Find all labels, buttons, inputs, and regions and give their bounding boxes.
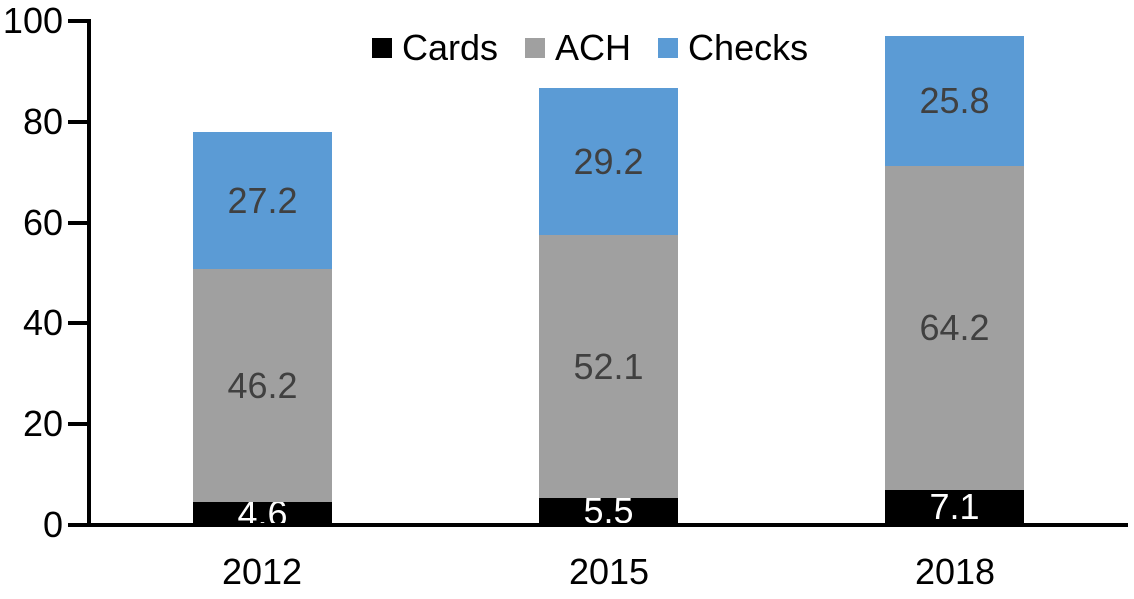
bar-segment-label-cards-2012: 4.6	[237, 492, 288, 534]
legend-item-ach: ACH	[525, 27, 631, 69]
y-axis-tick-80	[68, 120, 91, 124]
y-axis-tick-label-100: 100	[2, 0, 63, 41]
legend-label-checks: Checks	[688, 27, 809, 68]
bar-segment-label-ach-2018: 64.2	[919, 307, 990, 348]
y-axis-tick-label-40: 40	[22, 302, 63, 343]
bar-segment-label-checks-2012: 27.2	[227, 179, 298, 221]
legend-swatch-cards	[372, 38, 392, 58]
x-axis-label-2012: 2012	[221, 551, 303, 592]
bar-segment-ach-2015: 52.1	[539, 235, 678, 498]
bar-segment-cards-2018: 7.1	[885, 486, 1024, 527]
legend-label-cards: Cards	[402, 27, 499, 68]
legend-swatch-ach	[525, 38, 546, 58]
bar-segment-cards-2015: 5.5	[539, 490, 678, 531]
y-axis-tick-label-0: 0	[42, 504, 63, 545]
y-axis-tick-60	[68, 221, 91, 225]
bar-segment-checks-2015: 29.2	[539, 88, 678, 235]
y-axis-tick-label-20: 20	[22, 403, 63, 444]
bar-segment-label-checks-2018: 25.8	[919, 80, 990, 121]
bar-segment-cards-2012: 4.6	[193, 492, 332, 534]
legend-item-checks: Checks	[658, 27, 808, 69]
y-axis-tick-40	[68, 321, 91, 325]
bar-segment-checks-2018: 25.8	[885, 36, 1024, 166]
bar-segment-label-cards-2018: 7.1	[929, 486, 980, 527]
legend-swatch-checks	[658, 38, 679, 58]
y-axis-tick-label-60: 60	[22, 202, 63, 243]
y-axis-tick-20	[68, 422, 91, 426]
chart-legend: Cards ACH Checks	[372, 26, 808, 70]
bar-segment-label-ach-2012: 46.2	[227, 364, 298, 406]
bar-segment-checks-2012: 27.2	[193, 132, 332, 269]
bar-segment-ach-2018: 64.2	[885, 166, 1024, 490]
x-axis-label-2015: 2015	[568, 551, 650, 592]
legend-label-ach: ACH	[555, 27, 632, 68]
y-axis-line	[87, 19, 91, 527]
y-axis-tick-label-80: 80	[22, 101, 63, 142]
x-axis-label-2018: 2018	[914, 551, 996, 592]
bar-segment-ach-2012: 46.2	[193, 269, 332, 502]
legend-item-cards: Cards	[372, 27, 498, 69]
x-axis-line	[68, 523, 1128, 527]
bar-segment-label-cards-2015: 5.5	[583, 490, 634, 531]
bar-segment-label-ach-2015: 52.1	[573, 345, 644, 387]
bar-segment-label-checks-2015: 29.2	[573, 140, 644, 182]
y-axis-tick-100	[68, 19, 91, 23]
